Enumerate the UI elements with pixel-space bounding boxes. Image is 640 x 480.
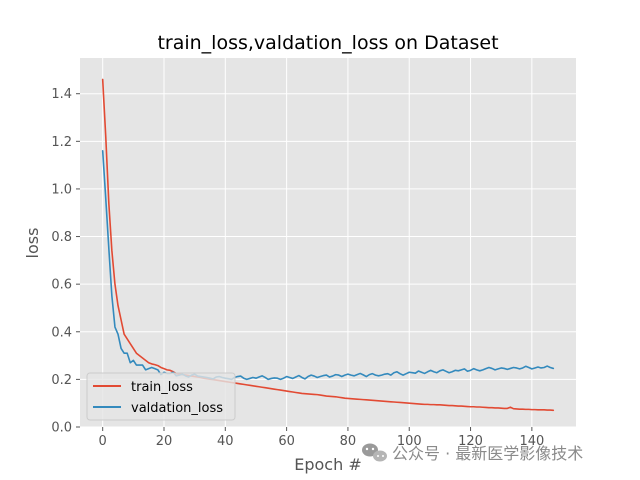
x-tick-label: 100 <box>397 434 422 449</box>
wechat-icon <box>362 443 387 462</box>
y-tick-label: 1.2 <box>51 135 72 150</box>
legend-box <box>86 372 236 421</box>
x-tick-label: 20 <box>156 434 173 449</box>
grid-lines <box>80 58 576 428</box>
x-tick-label: 80 <box>340 434 357 449</box>
x-tick-label: 40 <box>217 434 234 449</box>
y-tick-label: 0.6 <box>51 278 72 293</box>
y-tick-label: 1.4 <box>51 87 72 102</box>
x-tick-label: 120 <box>458 434 483 449</box>
x-tick-label: 0 <box>99 434 107 449</box>
y-tick-label: 1.0 <box>51 182 72 197</box>
y-tick-label: 0.2 <box>51 373 72 388</box>
x-tick-label: 60 <box>278 434 295 449</box>
legend-label-valdation-loss: valdation_loss <box>131 401 223 416</box>
watermark: 公众号 · 最新医学影像技术 <box>362 443 583 463</box>
watermark-text: 公众号 · 最新医学影像技术 <box>392 444 583 463</box>
legend-label-train-loss: train_loss <box>131 380 193 395</box>
y-axis-label: loss <box>23 228 42 259</box>
y-tick-label: 0.8 <box>51 230 72 245</box>
x-axis-label: Epoch # <box>294 455 361 474</box>
chart-title: train_loss,valdation_loss on Dataset <box>157 32 498 54</box>
axis-ticks: 0 20 40 60 80 100 120 140 0.0 0.2 0.4 0.6 0.8 1.0 1.2 1… <box>51 87 544 449</box>
y-tick-label: 0.0 <box>51 421 72 436</box>
y-tick-label: 0.4 <box>51 325 72 340</box>
legend: train_loss valdation_loss <box>86 372 236 421</box>
plot-area-background <box>80 58 576 427</box>
x-tick-label: 140 <box>519 434 544 449</box>
